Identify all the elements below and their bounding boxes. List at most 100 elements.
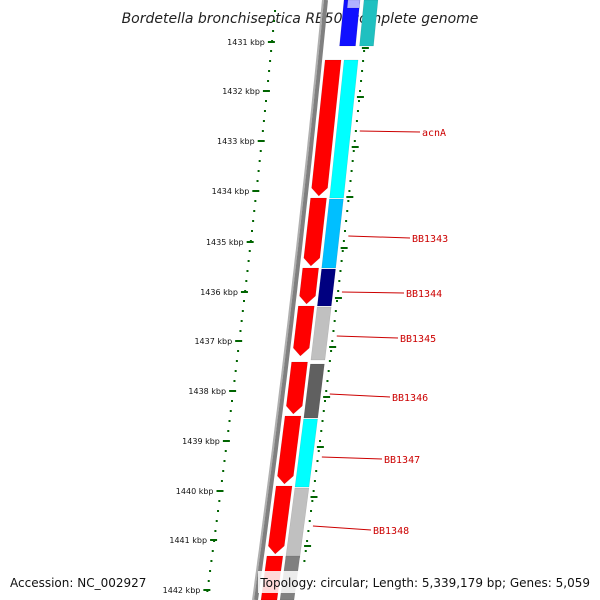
- reverse-cds-arrow: [268, 485, 293, 555]
- tick-dot: [262, 120, 265, 122]
- tick-dot: [251, 230, 254, 232]
- tick-dot: [222, 470, 225, 472]
- tick-dot: [239, 330, 242, 332]
- tick-dot: [211, 550, 214, 552]
- gene-block-bb1347: [294, 418, 318, 488]
- gene-label-bb1346: BB1346: [392, 393, 428, 404]
- tick-dot: [243, 300, 245, 302]
- tick-dot: [270, 50, 273, 52]
- tick-dot: [331, 340, 334, 342]
- gene-label-acna: acnA: [422, 128, 446, 139]
- gene-label-bb1344: BB1344: [406, 289, 442, 300]
- tick-dot: [261, 130, 264, 132]
- tick-dot: [355, 120, 358, 122]
- tick-dot: [327, 370, 330, 372]
- tick-dot: [341, 250, 344, 252]
- tick-dot: [231, 400, 233, 402]
- tick-dot: [340, 260, 343, 262]
- map-title: Bordetella bronchiseptica RB50, complete…: [122, 11, 479, 27]
- tick-dot: [257, 170, 260, 172]
- gene-block-bb1346: [303, 363, 325, 419]
- tick-dot: [247, 260, 250, 262]
- tick-dot: [361, 70, 364, 72]
- backbone-layer: [252, 0, 328, 600]
- tick-dot: [223, 460, 226, 462]
- tick-dot: [237, 350, 240, 352]
- backbone-line: [254, 0, 328, 600]
- tick-dot: [209, 570, 212, 572]
- tick-dot: [345, 220, 348, 222]
- tick-label: 1434 kbp: [212, 187, 250, 196]
- tick-dot: [352, 150, 355, 152]
- tick-dot: [333, 320, 336, 322]
- partial-gene-top-light: [346, 0, 361, 9]
- tick-dot: [349, 180, 352, 182]
- tick-dot: [328, 360, 331, 362]
- gene-leader-line: [341, 291, 405, 294]
- tick-dot: [320, 430, 323, 432]
- tick-layer: 1431 kbp 1432 kbp 1433 kbp 1434 kbp 1435 kbp…: [163, 10, 370, 595]
- gene-leader-line: [321, 456, 383, 460]
- tick-dot: [217, 510, 220, 512]
- tick-dot: [256, 180, 259, 182]
- tick-dot: [307, 530, 310, 532]
- tick-dot: [252, 220, 255, 222]
- reverse-cds-arrow: [286, 361, 308, 415]
- footer-summary-background: [258, 571, 594, 593]
- tick-dot: [228, 420, 231, 422]
- gene-block-bb1343: [321, 198, 344, 269]
- tick-dot: [303, 560, 306, 562]
- tick-label: 1441 kbp: [169, 536, 207, 545]
- partial-gene-top-blue: [339, 0, 361, 47]
- tick-dot: [248, 250, 251, 252]
- gene-leader-line: [359, 130, 421, 133]
- tick-dot: [353, 140, 356, 142]
- tick-dot: [316, 460, 319, 462]
- tick-dot: [330, 350, 333, 352]
- gene-block-acna: [329, 59, 359, 199]
- tick-dot: [241, 310, 244, 312]
- tick-dot: [336, 300, 338, 302]
- tick-dot: [234, 370, 237, 372]
- tick-dot: [342, 240, 345, 242]
- tick-dot: [315, 470, 318, 472]
- tick-dot: [325, 390, 328, 392]
- tick-dot: [258, 160, 261, 162]
- tick-dot: [317, 450, 320, 452]
- tick-dot: [337, 290, 340, 292]
- tick-dot: [272, 30, 275, 32]
- tick-dot: [348, 190, 351, 192]
- tick-label: 1433 kbp: [217, 137, 255, 146]
- tick-dot: [210, 560, 213, 562]
- gene-leader-line: [348, 235, 411, 239]
- tick-dot: [268, 70, 271, 72]
- backbone-shadow: [252, 0, 324, 600]
- tick-dot: [215, 520, 218, 522]
- partial-gene-top-teal: [359, 0, 379, 47]
- tick-dot: [311, 500, 314, 502]
- gene-block-bb1348: [285, 487, 310, 559]
- tick-label: 1435 kbp: [206, 238, 244, 247]
- tick-dot: [347, 200, 350, 202]
- tick-dot: [362, 60, 365, 62]
- genes-layer: [260, 0, 379, 600]
- tick-dot: [227, 430, 230, 432]
- tick-dot: [326, 380, 329, 382]
- tick-dot: [310, 510, 313, 512]
- accession-text: Accession: NC_002927: [10, 576, 146, 590]
- tick-dot: [207, 580, 210, 582]
- tick-dot: [324, 400, 326, 402]
- tick-dot: [214, 530, 217, 532]
- reverse-cds-arrow: [277, 415, 302, 485]
- tick-dot: [254, 200, 257, 202]
- tick-dot: [356, 110, 359, 112]
- tick-dot: [233, 380, 236, 382]
- tick-dot: [265, 100, 267, 102]
- tick-dot: [312, 490, 315, 492]
- tick-label: 1431 kbp: [227, 38, 265, 47]
- tick-dot: [359, 90, 362, 92]
- tick-dot: [321, 420, 324, 422]
- tick-dot: [344, 230, 347, 232]
- tick-label: 1439 kbp: [182, 437, 220, 446]
- tick-dot: [220, 480, 223, 482]
